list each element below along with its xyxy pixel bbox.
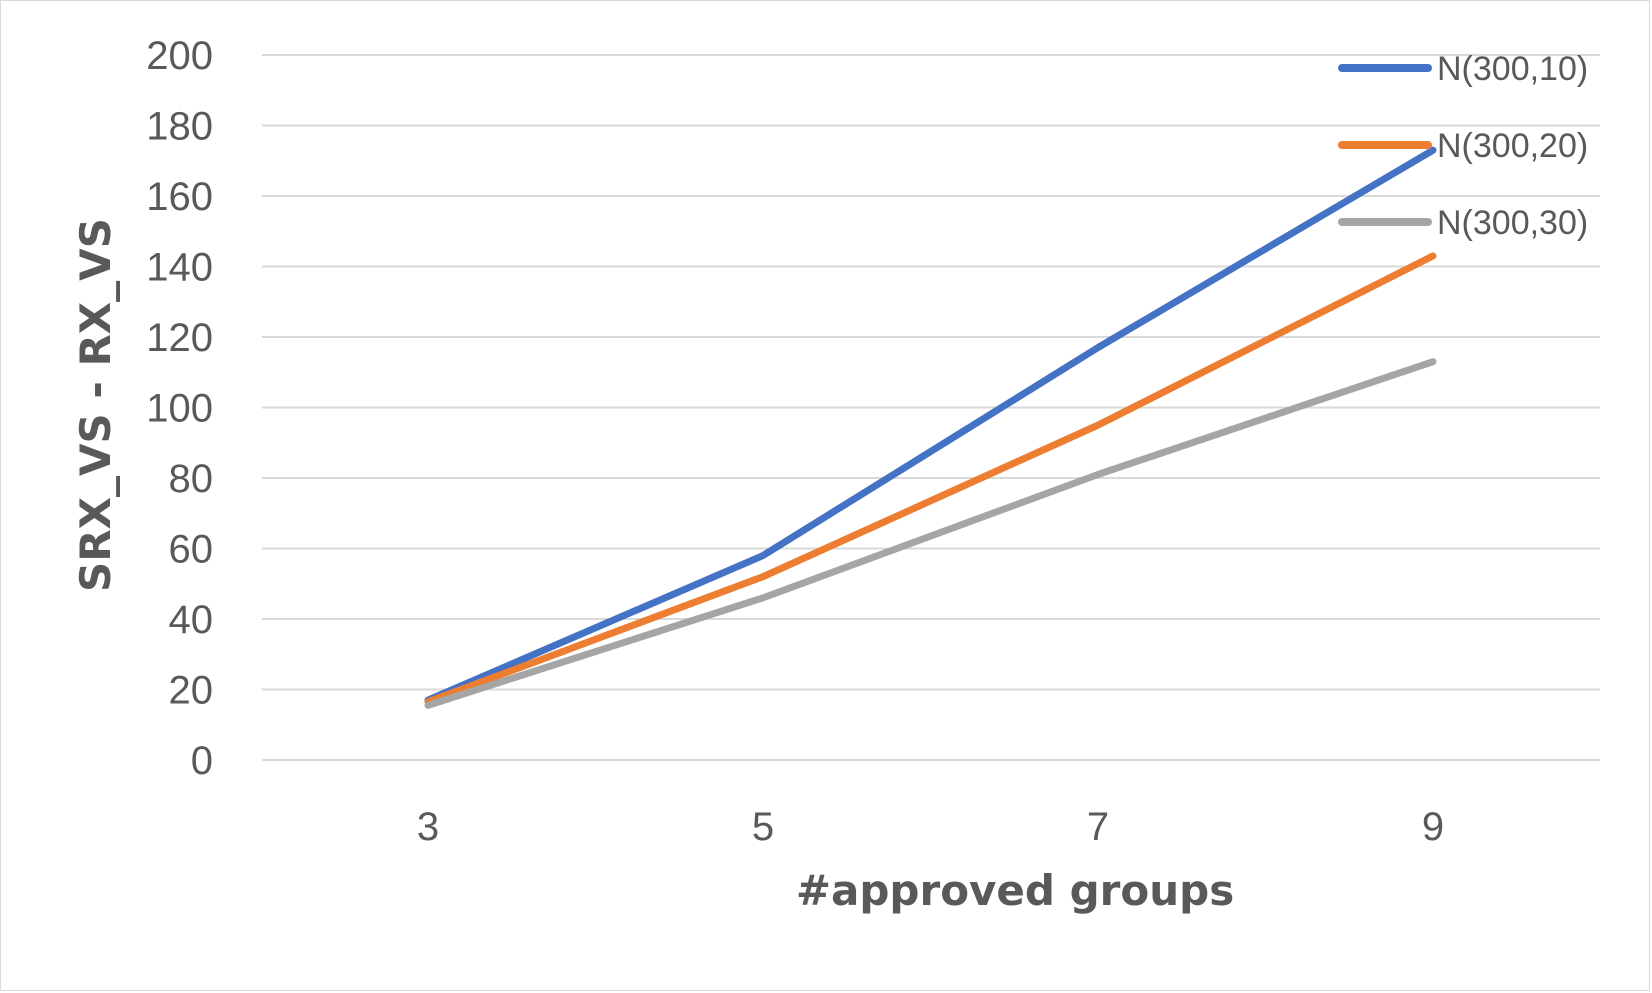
y-axis-title: SRX_VS - RX_VS xyxy=(71,218,120,592)
y-tick-label: 160 xyxy=(146,175,213,219)
x-tick-label: 7 xyxy=(1087,805,1109,849)
y-tick-label: 60 xyxy=(169,528,214,572)
legend-label: N(300,10) xyxy=(1437,50,1588,88)
x-tick-label: 5 xyxy=(752,805,774,849)
x-axis-title: #approved groups xyxy=(796,866,1234,915)
legend: N(300,10) N(300,20) N(300,30) xyxy=(1338,50,1588,242)
y-tick-label: 120 xyxy=(146,316,213,360)
x-axis-tick-labels: 3 5 7 9 xyxy=(417,805,1444,849)
y-tick-label: 180 xyxy=(146,105,213,149)
y-tick-label: 140 xyxy=(146,246,213,290)
y-tick-label: 40 xyxy=(169,598,214,642)
gridlines xyxy=(262,54,1600,761)
series-line-2 xyxy=(424,252,1437,706)
series-line-1 xyxy=(424,146,1437,704)
legend-label: N(300,20) xyxy=(1437,127,1588,165)
legend-label: N(300,30) xyxy=(1437,204,1588,242)
y-tick-label: 200 xyxy=(146,34,213,78)
y-tick-label: 0 xyxy=(191,739,213,783)
y-tick-label: 80 xyxy=(169,457,214,501)
y-tick-label: 100 xyxy=(146,387,213,431)
series-lines xyxy=(424,146,1437,709)
x-tick-label: 3 xyxy=(417,805,439,849)
x-tick-label: 9 xyxy=(1422,805,1444,849)
y-axis-tick-labels: 0 20 40 60 80 100 120 140 160 180 200 xyxy=(146,34,213,783)
series-line-3 xyxy=(424,358,1437,709)
y-tick-label: 20 xyxy=(169,669,214,713)
